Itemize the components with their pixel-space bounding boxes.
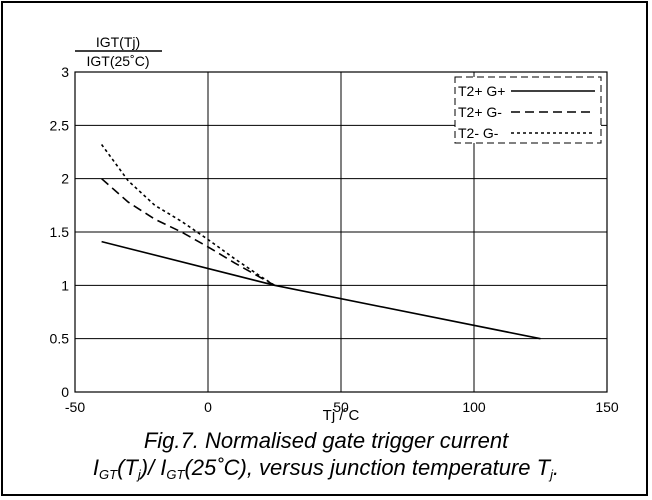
series-line-2: [101, 178, 275, 286]
y-tick-label: 2.5: [50, 117, 70, 133]
plot-area: [74, 71, 608, 393]
y-tick-label: 3: [61, 64, 69, 80]
caption-subscript-gt: GT: [99, 467, 118, 482]
caption-line-2: IGT(Tj)/ IGT(25˚C), versus junction temp…: [0, 455, 652, 481]
series-group: [100, 144, 541, 340]
legend: T2+ G+ T2+ G- T2- G-: [454, 76, 602, 144]
y-axis-label-denominator: IGT(25˚C): [87, 53, 150, 69]
legend-label-3: T2- G-: [458, 125, 499, 141]
series-line-3: [100, 144, 275, 286]
caption-symbol-i: I: [92, 455, 100, 480]
legend-label-2: T2+ G-: [458, 104, 502, 120]
y-tick-label: 2: [61, 171, 69, 187]
y-axis-label-numerator: IGT(Tj): [96, 34, 140, 50]
x-tick-label: 50: [333, 399, 349, 415]
y-tick-label: 1: [61, 277, 69, 293]
caption-subscript-j: j: [550, 467, 553, 482]
x-tick-label: 100: [462, 399, 486, 415]
caption-text: (T: [117, 455, 138, 480]
caption-subscript-j: j: [137, 467, 141, 482]
legend-box: [454, 76, 602, 144]
caption-subscript-gt: GT: [166, 467, 185, 482]
y-tick-label: 0: [61, 384, 69, 400]
series-line-1: [101, 240, 541, 340]
x-tick-label: 150: [595, 399, 619, 415]
caption-text: (25˚C), versus junction temperature T: [184, 455, 551, 480]
caption-text: )/ I: [140, 455, 167, 480]
x-tick-label: -50: [65, 399, 85, 415]
caption-line-1: Fig.7. Normalised gate trigger current: [143, 428, 509, 453]
y-tick-label: 0.5: [50, 331, 70, 347]
legend-label-1: T2+ G+: [458, 83, 505, 99]
caption-text: .: [552, 455, 560, 480]
x-tick-label: 0: [204, 399, 212, 415]
y-tick-label: 1.5: [50, 224, 70, 240]
x-axis-label: Tj /˚C: [323, 407, 360, 424]
